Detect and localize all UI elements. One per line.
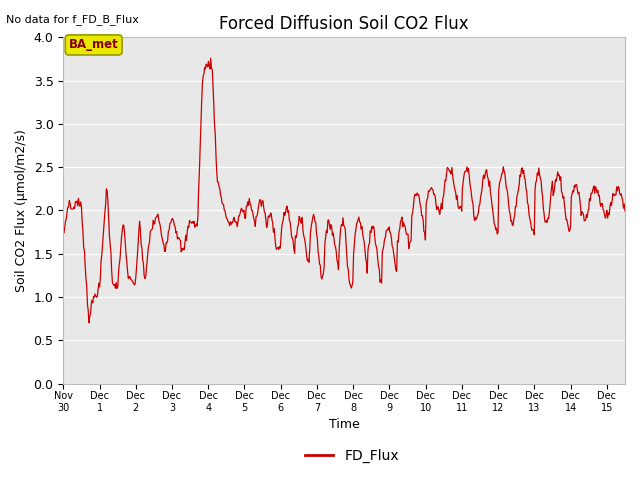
Title: Forced Diffusion Soil CO2 Flux: Forced Diffusion Soil CO2 Flux [220, 15, 469, 33]
Text: No data for f_FD_B_Flux: No data for f_FD_B_Flux [6, 14, 140, 25]
X-axis label: Time: Time [329, 419, 360, 432]
Legend: FD_Flux: FD_Flux [300, 443, 404, 468]
Text: BA_met: BA_met [69, 38, 118, 51]
Y-axis label: Soil CO2 Flux (μmol/m2/s): Soil CO2 Flux (μmol/m2/s) [15, 129, 28, 292]
